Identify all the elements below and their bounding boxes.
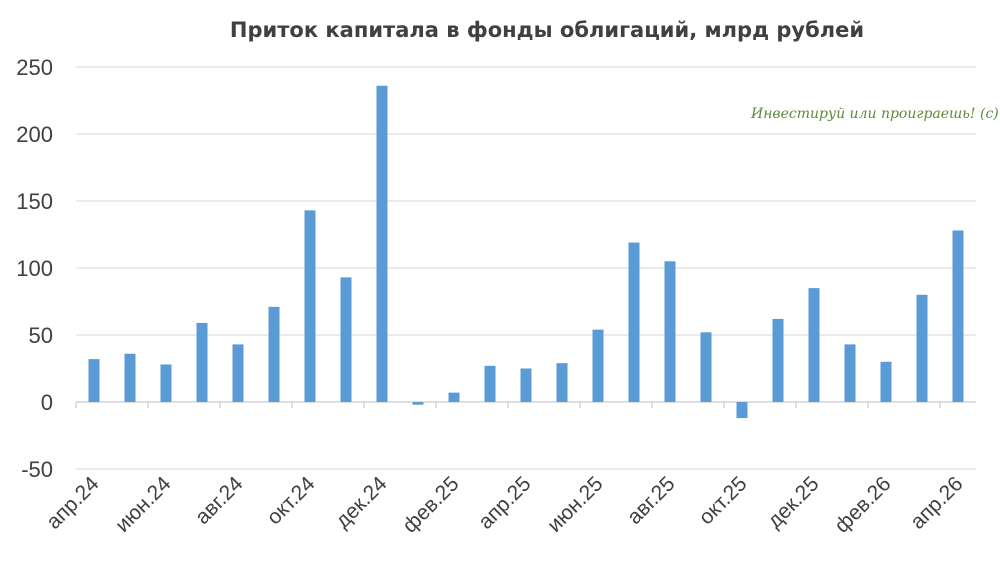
bar [952,230,964,402]
y-tick-label: 250 [16,55,53,80]
x-tick-label: апр.26 [906,472,967,533]
bar [664,261,676,402]
x-tick-label: июн.24 [111,472,176,537]
chart-title: Приток капитала в фонды облигаций, млрд … [229,18,865,42]
x-tick-label: окт.24 [263,472,320,529]
bar [916,294,928,402]
x-tick-label: июн.25 [543,472,608,537]
bar [232,344,244,402]
bar [772,318,784,402]
bar [808,288,820,402]
x-tick-label: окт.25 [695,472,752,529]
bar [484,365,496,402]
y-tick-label: 0 [41,390,53,415]
y-tick-label: -50 [21,457,53,482]
bar [700,332,712,402]
x-tick-label: дек.24 [331,472,392,533]
bar [196,322,208,402]
y-tick-label: 150 [16,189,53,214]
bar [736,402,748,419]
bar [592,329,604,402]
bar [376,85,388,402]
bar [844,344,856,402]
bar [340,277,352,402]
bar [412,402,424,405]
x-tick-label: авг.25 [623,472,680,529]
y-tick-label: 200 [16,122,53,147]
bar [268,306,280,402]
y-tick-label: 50 [29,323,53,348]
x-tick-label: фев.26 [830,472,895,537]
bar [160,364,172,402]
y-axis-ticks: 250 200 150 100 50 0 -50 [16,55,53,482]
bar [304,210,316,402]
bars [88,85,964,419]
x-axis-ticks: апр.24 июн.24 авг.24 окт.24 дек.24 фев.25 апр.… [42,472,967,538]
watermark-text: Инвестируй или проиграешь! (с) [750,106,999,122]
gridlines [75,66,976,470]
bar [124,353,136,402]
bar [520,368,532,402]
x-tick-label: апр.25 [474,472,535,533]
y-tick-label: 100 [16,256,53,281]
bar [448,392,460,402]
x-tick-label: фев.25 [398,472,463,537]
bar [556,363,568,402]
bar [88,359,100,402]
x-tick-label: авг.24 [191,472,248,529]
x-tick-label: дек.25 [763,472,823,532]
bar [628,242,640,402]
bar [880,361,892,402]
